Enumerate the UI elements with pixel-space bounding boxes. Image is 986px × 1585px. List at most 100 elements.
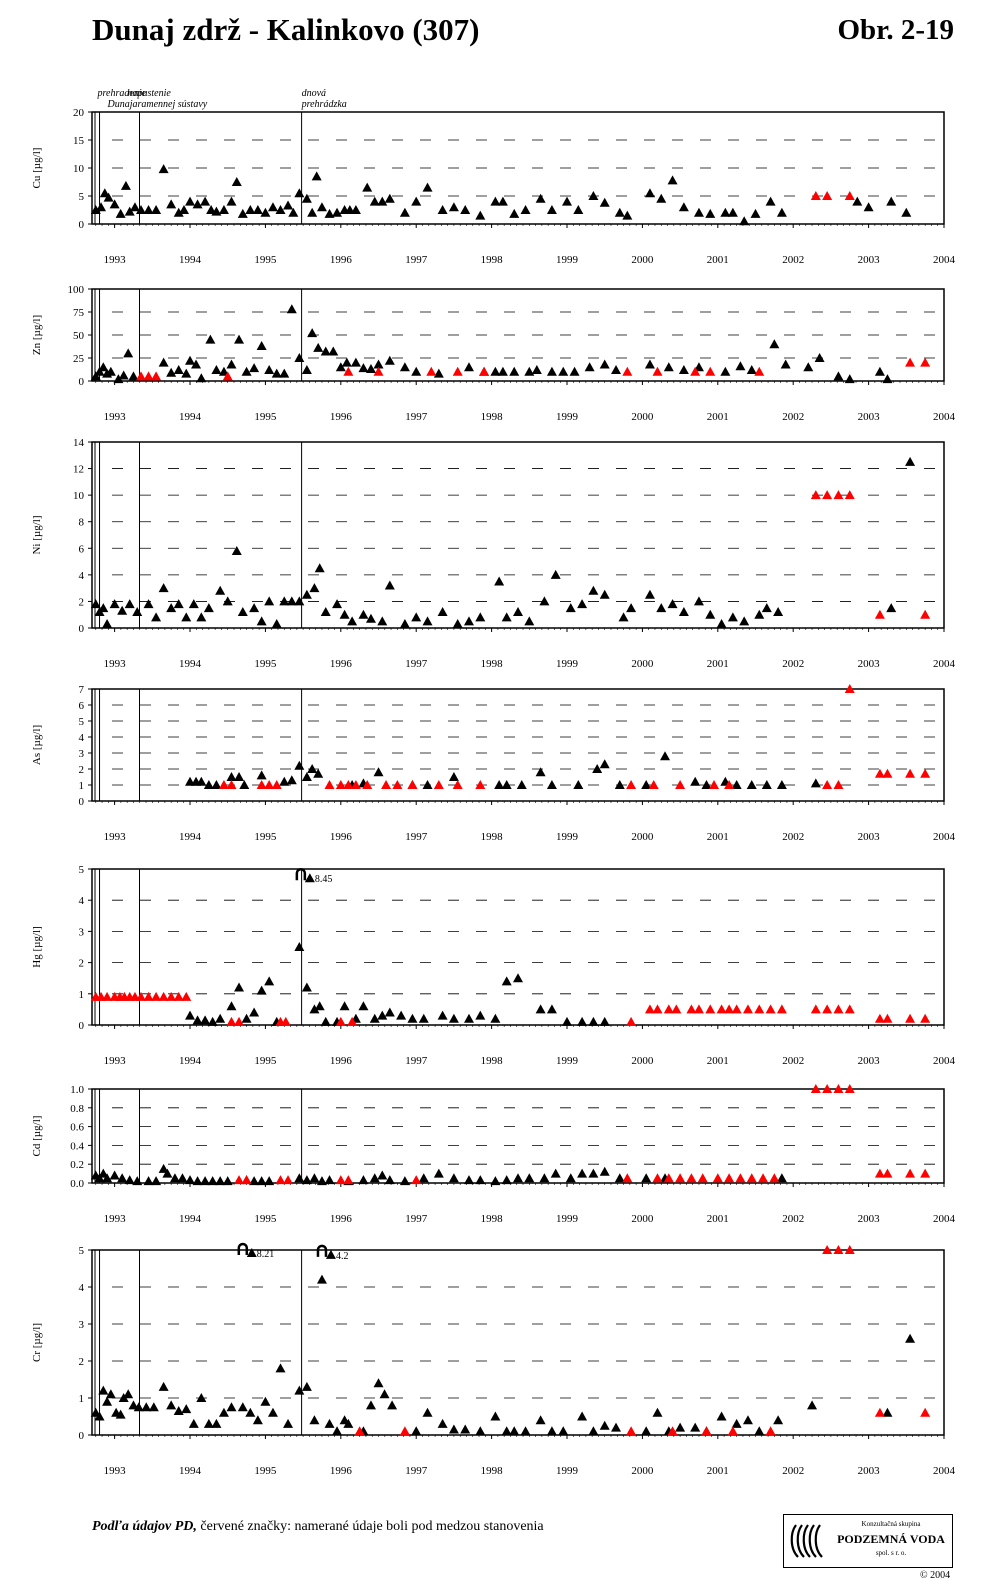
data-point-offscale (325, 1249, 336, 1259)
data-point (256, 616, 267, 626)
data-point (844, 374, 855, 384)
data-point (705, 609, 716, 619)
data-point (490, 1176, 501, 1186)
data-point-below-limit (833, 780, 844, 789)
data-point (98, 1385, 109, 1395)
copyright: © 2004 (920, 1570, 951, 1581)
data-point (874, 366, 885, 376)
data-point (109, 599, 120, 609)
data-point (158, 583, 169, 593)
data-point (905, 1333, 916, 1343)
data-point-below-limit (724, 1004, 735, 1014)
chart-panel-3: 0 1 2 3 4 5 6 7 As [µg/l] 1993 1994 1995 1996 1997 199… (31, 684, 956, 843)
data-point (490, 1013, 501, 1023)
x-tick-label: 1998 (481, 831, 504, 843)
x-tick-label: 2003 (858, 254, 881, 266)
x-tick-label: 2004 (933, 411, 956, 423)
data-point-below-limit (392, 780, 403, 789)
x-tick-label: 2003 (858, 1213, 881, 1225)
data-point (185, 1175, 196, 1185)
data-point (901, 207, 912, 217)
data-point (275, 1363, 286, 1373)
data-point (501, 1175, 512, 1185)
x-tick-label: 1999 (556, 1055, 579, 1067)
data-point-below-limit (343, 366, 354, 376)
data-point (373, 767, 384, 777)
data-point (369, 196, 380, 206)
y-tick-label: 10 (73, 490, 85, 502)
data-point (143, 599, 154, 609)
data-point (237, 208, 248, 218)
data-point (882, 374, 893, 384)
x-tick-label: 1995 (254, 411, 277, 423)
data-point-below-limit (822, 1245, 833, 1254)
data-point (245, 205, 256, 214)
data-point (509, 366, 520, 376)
event-label: ramennej sústavy (138, 99, 208, 110)
logo-line-2: PODZEMNÁ VODA (837, 1532, 945, 1546)
data-point-below-limit (822, 780, 833, 789)
data-point (577, 1168, 588, 1178)
x-tick-label: 2001 (707, 1465, 729, 1477)
y-tick-label: 2 (79, 958, 85, 970)
chart-panel-2: 0 2 4 6 8 10 12 14 Ni [µg/l] 1993 1994 1995 1996 1997… (31, 437, 956, 670)
data-point (124, 1175, 135, 1185)
data-point (218, 366, 229, 376)
data-point-below-limit (373, 366, 384, 376)
data-point (215, 585, 226, 595)
y-tick-label: 15 (73, 135, 85, 147)
data-point (211, 780, 222, 789)
data-point-below-limit (690, 366, 701, 376)
data-point (399, 619, 410, 629)
y-tick-label: 5 (79, 191, 85, 203)
y-tick-label: 20 (73, 107, 85, 119)
data-point (384, 580, 395, 590)
data-point-below-limit (181, 991, 192, 1001)
data-point (218, 1407, 229, 1417)
data-point (358, 1001, 369, 1011)
data-point (524, 1173, 535, 1183)
data-point (231, 177, 242, 186)
data-point-below-limit (475, 780, 486, 789)
data-point (320, 1016, 331, 1026)
data-point (185, 1010, 196, 1020)
data-point (185, 196, 196, 206)
data-point (588, 191, 599, 200)
data-point (418, 1173, 429, 1183)
data-point-below-limit (166, 991, 177, 1001)
data-point (377, 1010, 388, 1020)
data-point-below-limit (697, 1173, 708, 1183)
data-point-below-limit (347, 1016, 358, 1026)
data-point-below-limit (920, 357, 931, 367)
x-tick-label: 1993 (104, 1055, 127, 1067)
data-point-below-limit (264, 780, 275, 789)
data-point-offscale (304, 873, 315, 883)
data-point (226, 772, 237, 781)
data-point (191, 359, 202, 369)
plot-frame (91, 868, 945, 1026)
data-point (422, 616, 433, 626)
x-tick-label: 2002 (782, 1465, 804, 1477)
data-point-below-limit (810, 490, 821, 500)
x-tick-label: 1993 (104, 1213, 127, 1225)
data-point (513, 973, 523, 983)
x-tick-label: 1996 (330, 411, 353, 423)
data-point (162, 1168, 173, 1178)
data-point (588, 1016, 599, 1026)
x-tick-label: 1999 (556, 411, 579, 423)
data-point (373, 359, 384, 369)
data-point (539, 1173, 550, 1183)
data-point (294, 1385, 305, 1395)
data-point-below-limit (136, 371, 147, 381)
y-tick-label: 5 (79, 716, 85, 728)
x-tick-label: 1993 (104, 254, 127, 266)
data-point-below-limit (833, 1084, 844, 1093)
data-point (373, 1378, 384, 1388)
data-point-below-limit (652, 1004, 663, 1014)
data-point-below-limit (652, 366, 663, 376)
data-point (535, 767, 546, 777)
data-point (448, 772, 459, 781)
data-point (754, 609, 765, 619)
data-point (115, 208, 126, 218)
data-point (211, 364, 222, 374)
